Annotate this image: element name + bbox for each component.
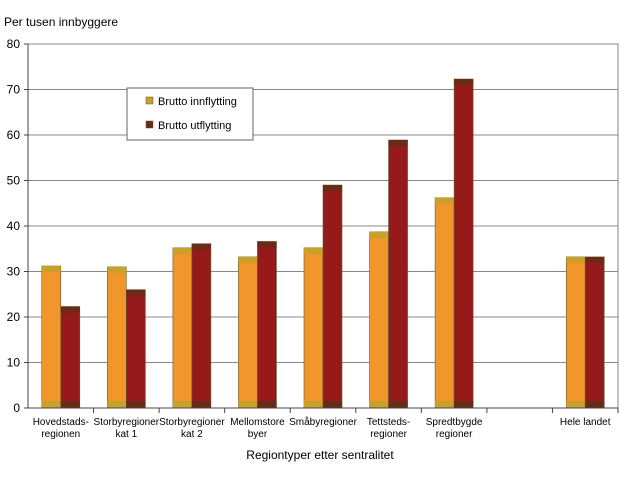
bar-utflytting [322,184,343,409]
bar-base [304,401,323,408]
bar-base [369,401,389,408]
x-tick-label: kat 2 [181,429,203,440]
bar-innflytting [434,197,455,409]
bar-base [435,401,455,408]
x-tick-label: Spredtbygde [426,417,483,428]
bar-base [60,401,80,408]
x-tick-label: regioner [370,429,407,440]
y-tick-label: 60 [7,128,21,142]
bar-cap [369,231,389,238]
bar-base [585,401,605,408]
x-tick-label: Mellomstore [230,417,285,428]
y-tick-label: 50 [7,174,21,188]
legend-swatch-utflytting [145,120,154,129]
x-tick-label: regioner [436,429,473,440]
bar-cap [323,185,342,192]
y-tick-label: 20 [7,310,21,324]
bar-cap [304,247,323,254]
bar-utflytting [584,256,605,409]
y-tick-label: 40 [7,219,21,233]
x-tick-label: regionen [41,429,80,440]
bar-cap [126,289,146,296]
bar-utflytting [191,243,212,409]
x-tick-label: kat 1 [115,429,137,440]
bar-base [388,401,408,408]
bar-cap [257,241,277,248]
bar-cap [172,247,192,254]
bar-cap [566,256,586,263]
legend: Brutto innflytting Brutto utflytting [126,87,254,141]
bar-cap [191,243,211,250]
bar-cap [60,306,80,313]
bar-utflytting [126,289,146,409]
legend-swatch-innflytting [145,96,154,105]
bar-utflytting [257,241,277,409]
x-tick-label: Storbyregioner [159,417,225,428]
bar-utflytting [60,306,81,409]
y-tick-label: 10 [7,356,21,370]
bar-cap [454,79,474,86]
bar-innflytting [172,247,193,409]
y-axis-label: Per tusen innbyggere [4,15,118,29]
bar-innflytting [565,256,586,409]
bar-innflytting [369,231,389,409]
bar-cap [585,256,605,263]
x-tick-label: byer [248,429,268,440]
bar-innflytting [238,256,258,409]
y-tick-label: 30 [7,265,21,279]
x-tick-label: Storbyregioner [94,417,160,428]
x-tick-label: Hele landet [560,417,611,428]
bar-base [107,401,127,408]
bar-base [172,401,192,408]
bar-innflytting [41,265,62,409]
bar-cap [388,140,408,147]
bar-utflytting [388,139,408,409]
bar-cap [41,266,61,273]
x-tick-label: Hovedstads- [33,417,89,428]
bar-cap [238,256,258,263]
legend-box [126,87,254,141]
y-tick-label: 80 [7,37,21,51]
bar-base [566,401,586,408]
bar-cap [107,266,127,273]
bar-base [323,401,342,408]
bar-utflytting [453,78,474,409]
bar-base [41,401,61,408]
bar-innflytting [107,266,127,409]
bar-base [454,401,474,408]
x-tick-label: Tettsteds- [367,417,410,428]
bar-base [126,401,146,408]
bar-base [257,401,277,408]
bar-base [238,401,258,408]
legend-label-utflytting: Brutto utflytting [158,120,231,132]
y-tick-label: 70 [7,83,21,97]
legend-label-innflytting: Brutto innflytting [158,96,237,108]
bar-cap [435,197,455,204]
x-tick-label: Småbyregioner [289,416,357,428]
x-axis-label: Regiontyper etter sentralitet [246,448,394,462]
bar-base [191,401,211,408]
y-tick-label: 0 [13,401,20,415]
bar-innflytting [303,247,324,409]
